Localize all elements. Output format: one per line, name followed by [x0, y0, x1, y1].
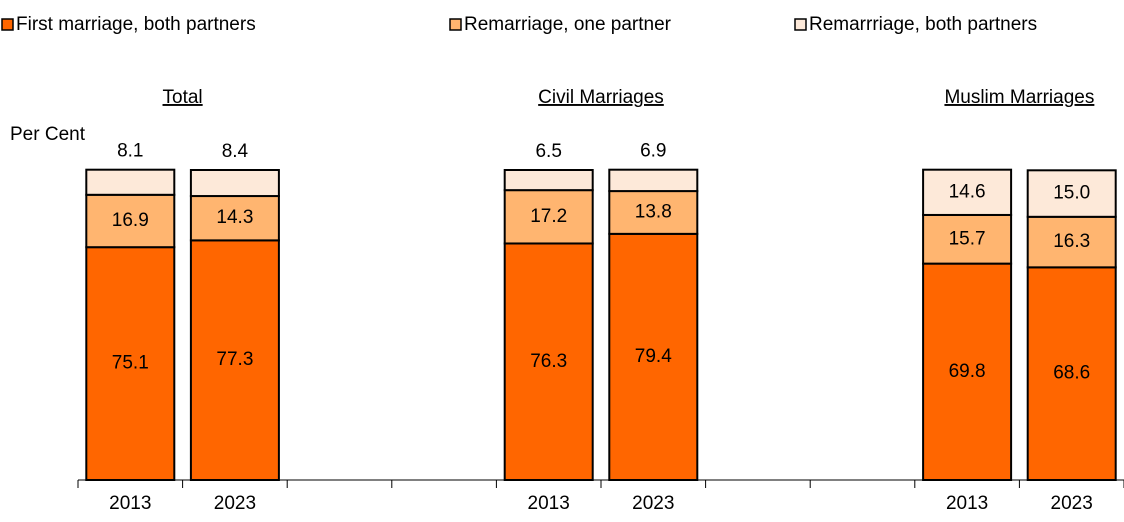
value-label: 6.5 [535, 141, 561, 162]
group-title: Civil Marriages [538, 87, 664, 108]
bar-segment [85, 246, 176, 481]
bar-segment [608, 168, 699, 193]
legend-swatch [449, 18, 462, 31]
value-label: 17.2 [530, 206, 567, 227]
bar-segment [503, 169, 594, 192]
y-axis-label: Per Cent [10, 124, 86, 145]
value-label: 15.7 [949, 228, 986, 249]
value-label: 14.3 [216, 207, 253, 228]
legend-label: Remarriage, one partner [464, 14, 672, 35]
bar-segment [1026, 266, 1117, 481]
bar-segment [1026, 215, 1117, 269]
bar-segment [922, 168, 1013, 216]
x-tick-label: 2023 [632, 493, 674, 514]
bar-segment [85, 168, 176, 196]
x-tick-label: 2023 [1051, 493, 1093, 514]
value-label: 15.0 [1053, 183, 1090, 204]
value-label: 77.3 [216, 349, 253, 370]
value-label: 6.9 [640, 141, 666, 162]
value-label: 79.4 [635, 346, 672, 367]
value-label: 14.6 [949, 181, 986, 202]
bar-segment [1026, 169, 1117, 218]
group-title: Muslim Marriages [944, 87, 1094, 108]
x-tick-label: 2013 [109, 493, 151, 514]
legend-swatch [794, 18, 807, 31]
x-tick-label: 2023 [214, 493, 256, 514]
legend-swatch [1, 18, 14, 31]
value-label: 76.3 [530, 351, 567, 372]
value-label: 75.1 [112, 353, 149, 374]
value-label: 8.4 [222, 141, 249, 162]
bar-segment [85, 193, 176, 249]
x-tick-label: 2013 [528, 493, 570, 514]
value-label: 16.3 [1053, 231, 1090, 252]
bar-segment [189, 239, 280, 481]
bar-segment [922, 262, 1013, 481]
bar-segment [189, 169, 280, 198]
legend-label: Remarrriage, both partners [809, 14, 1037, 35]
bar-segment [189, 195, 280, 242]
x-tick-label: 2013 [946, 493, 988, 514]
value-label: 68.6 [1053, 363, 1090, 384]
bar-segment [922, 213, 1013, 265]
value-label: 13.8 [635, 201, 672, 222]
legend-label: First marriage, both partners [16, 14, 256, 35]
value-label: 16.9 [112, 210, 149, 231]
value-label: 69.8 [949, 361, 986, 382]
bar-segment [503, 242, 594, 481]
group-title: Total [163, 87, 203, 108]
value-label: 8.1 [117, 141, 143, 162]
